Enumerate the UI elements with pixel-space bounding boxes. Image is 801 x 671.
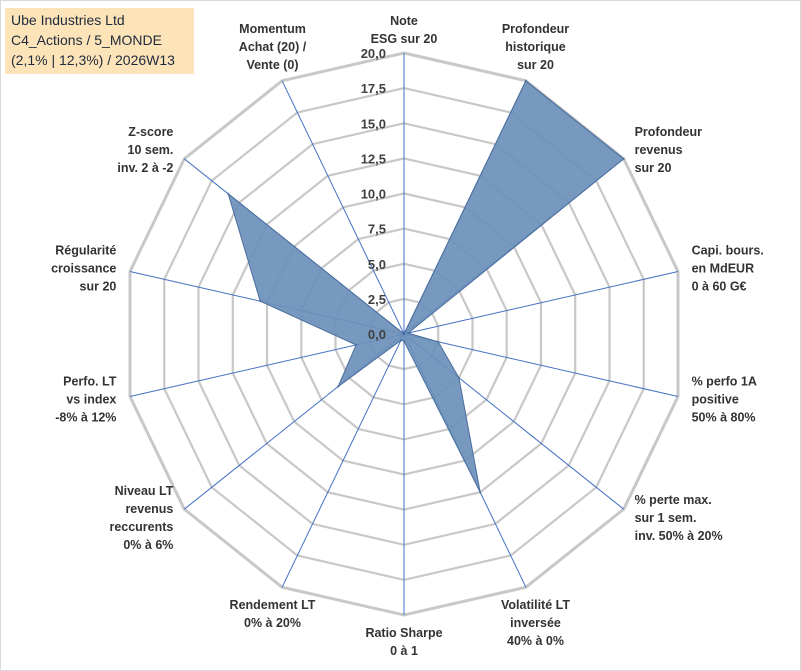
data-point (355, 343, 358, 346)
axis-label-line: Momentum (239, 22, 306, 36)
axis-label-line: Vente (0) (246, 58, 298, 72)
axis-label-line: sur 1 sem. (635, 511, 697, 525)
axis-label-line: Rendement LT (230, 598, 316, 612)
data-point (479, 491, 482, 494)
title-stats: (2,1% | 12,3%) / 2026W13 (11, 52, 175, 68)
title-company: Ube Industries Ltd (11, 12, 125, 28)
axis-label-line: revenus (125, 502, 173, 516)
axis-label: Rendement LT 0% à 20% (230, 598, 316, 630)
tick-label: 0,0 (368, 327, 386, 342)
axis-label: Perfo. LT vs index -8% à 12% (55, 375, 117, 425)
axis-label-line: Perfo. LT (63, 375, 117, 389)
tick-label: 7,5 (368, 222, 386, 237)
axis-label-line: inv. 50% à 20% (635, 529, 723, 543)
axis-label-line: 50% à 80% (692, 411, 756, 425)
axis-label-line: sur 20 (80, 279, 117, 293)
data-point (337, 385, 340, 388)
axis-label-line: inv. 2 à -2 (117, 161, 173, 175)
data-point (524, 79, 527, 82)
data-point (622, 157, 625, 160)
tick-label: 5,0 (368, 257, 386, 272)
data-point (259, 300, 262, 303)
data-point (403, 333, 405, 335)
axis-label-line: Régularité (55, 243, 116, 257)
axis-label: Ratio Sharpe 0 à 1 (365, 626, 442, 658)
axis-spoke (281, 333, 405, 588)
axis-label: Momentum Achat (20) / Vente (0) (239, 22, 307, 72)
axis-spoke (403, 271, 679, 335)
data-point (227, 192, 230, 195)
axis-spoke (403, 333, 679, 397)
axis-label-line: sur 20 (517, 58, 554, 72)
series-layer (227, 79, 625, 494)
axis-label-line: -8% à 12% (55, 411, 116, 425)
axis-label-line: croissance (51, 261, 116, 275)
axis-label-line: % perfo 1A (692, 375, 757, 389)
axis-label-line: 10 sem. (128, 143, 174, 157)
data-point (407, 332, 410, 335)
tick-layer: 0,0 2,5 5,0 7,5 10,0 12,5 15,0 17,5 20,0 (361, 46, 386, 342)
axis-label-line: en MdEUR (692, 261, 755, 275)
axis-label-line: Profondeur (502, 22, 569, 36)
axis-label: Niveau LT revenus reccurents 0% à 6% (109, 484, 173, 552)
series-area (227, 80, 625, 493)
axis-label-line: % perte max. (635, 493, 712, 507)
axis-label: Profondeur revenus sur 20 (635, 125, 702, 175)
axis-label: Z-score 10 sem. inv. 2 à -2 (117, 125, 173, 175)
label-layer: Note ESG sur 20 Profondeur historique sur 20… (51, 14, 764, 658)
axis-label-line: sur 20 (635, 161, 672, 175)
axis-label-line: 0% à 20% (244, 616, 301, 630)
data-point (400, 339, 402, 342)
axis-label: Note ESG sur 20 (371, 14, 438, 46)
tick-label: 12,5 (361, 151, 386, 166)
axis-label-line: reccurents (109, 520, 173, 534)
axis-label: % perfo 1A positive 50% à 80% (692, 375, 757, 425)
axis-label-line: ESG sur 20 (371, 32, 438, 46)
data-point (457, 376, 460, 379)
axis-label: Capi. bours. en MdEUR 0 à 60 G€ (692, 243, 764, 293)
axis-spoke (281, 80, 405, 335)
axis-label-line: revenus (635, 143, 683, 157)
axis-label-line: 0 à 60 G€ (692, 279, 747, 293)
axis-label: Volatilité LT inversée 40% à 0% (501, 598, 570, 648)
axis-label-line: vs index (66, 393, 116, 407)
chart-title-box: Ube Industries Ltd C4_Actions / 5_MONDE … (5, 8, 194, 74)
axis-label: Régularité croissance sur 20 (51, 243, 116, 293)
axis-label-line: inversée (510, 616, 561, 630)
tick-label: 2,5 (368, 292, 386, 307)
data-point (403, 340, 405, 342)
axis-label-line: Volatilité LT (501, 598, 570, 612)
tick-label: 20,0 (361, 46, 386, 61)
axis-label-line: Z-score (128, 125, 173, 139)
axis-label-line: Niveau LT (115, 484, 174, 498)
title-category: C4_Actions / 5_MONDE (11, 32, 162, 48)
axis-label-line: Achat (20) / (239, 40, 307, 54)
axis-label: Profondeur historique sur 20 (502, 22, 569, 72)
axis-label-line: positive (692, 393, 739, 407)
axis-label-line: 0% à 6% (123, 538, 173, 552)
axis-label-line: Profondeur (635, 125, 702, 139)
tick-label: 10,0 (361, 187, 386, 202)
axis-label-line: Note (390, 14, 418, 28)
tick-label: 15,0 (361, 116, 386, 131)
axis-label-line: 40% à 0% (507, 634, 564, 648)
data-point (437, 340, 440, 343)
tick-label: 17,5 (361, 81, 386, 96)
axis-label-line: 0 à 1 (390, 644, 418, 658)
axis-label: % perte max. sur 1 sem. inv. 50% à 20% (635, 493, 723, 543)
axis-label-line: historique (505, 40, 565, 54)
axis-label-line: Ratio Sharpe (365, 626, 442, 640)
axis-label-line: Capi. bours. (692, 243, 764, 257)
